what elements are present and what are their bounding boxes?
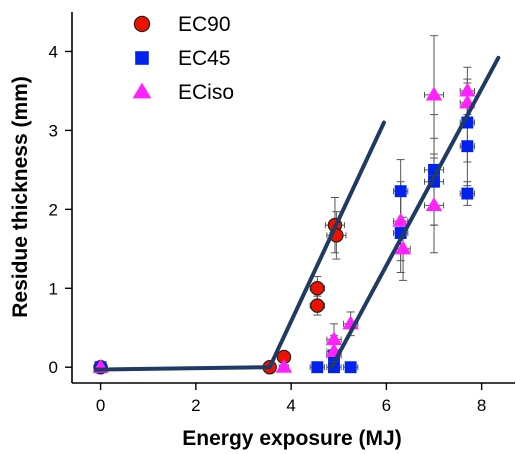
fit-lines	[93, 55, 501, 372]
ec45-point	[461, 116, 474, 129]
error-bars	[264, 35, 476, 372]
ec45-point	[311, 361, 324, 374]
x-tick-label: 8	[477, 396, 486, 415]
ec90-point	[310, 281, 325, 296]
fit-line	[329, 55, 501, 370]
eciso-point	[394, 240, 412, 255]
y-axis-title: Residue thickness (mm)	[9, 76, 32, 318]
ec90-point	[310, 298, 325, 313]
y-tick-label: 4	[49, 42, 58, 61]
axes	[71, 12, 515, 384]
ec45-point	[394, 227, 407, 239]
ec45-point	[461, 140, 474, 153]
legend: EC90 EC45 ECiso	[132, 13, 234, 104]
eciso-point	[459, 82, 476, 97]
ticks: 0 2 4 6 8 0 1 2 3 4	[49, 42, 487, 415]
fit-line	[93, 365, 270, 372]
data-markers	[92, 82, 476, 375]
legend-label-ec45: EC45	[178, 47, 231, 70]
y-tick-label: 0	[49, 358, 58, 377]
x-tick-label: 6	[382, 396, 391, 415]
y-tick-label: 1	[49, 279, 58, 298]
ec45-point	[461, 187, 474, 200]
fit-line	[267, 120, 387, 370]
legend-label-ec90: EC90	[178, 13, 231, 36]
x-axis-title: Energy exposure (MJ)	[182, 427, 401, 450]
y-tick-label: 2	[49, 200, 58, 219]
eciso-point	[325, 331, 343, 346]
x-tick-label: 4	[286, 396, 295, 415]
legend-label-eciso: ECiso	[178, 81, 234, 104]
ec45-point	[428, 163, 440, 176]
x-tick-label: 2	[191, 396, 200, 415]
legend-marker-ec45	[135, 51, 149, 65]
eciso-point	[425, 86, 443, 101]
eciso-point	[425, 197, 443, 211]
ec45-point	[394, 185, 407, 198]
ec45-point	[328, 361, 340, 374]
legend-marker-ec90	[133, 15, 151, 33]
ec45-point	[344, 361, 357, 374]
y-tick-label: 3	[49, 121, 58, 140]
eciso-point	[392, 212, 409, 227]
x-tick-label: 0	[96, 396, 105, 415]
legend-marker-eciso	[132, 82, 152, 99]
ec45-point	[428, 175, 440, 188]
eciso-point	[275, 358, 293, 373]
